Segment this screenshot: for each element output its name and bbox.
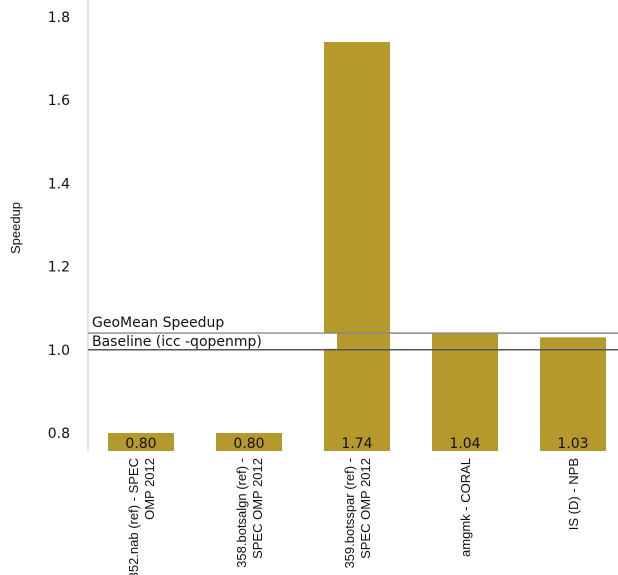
category-label: OMP 2012 <box>142 458 157 520</box>
category-label: SPEC OMP 2012 <box>250 458 265 559</box>
y-axis-ticks: 0.8 1.0 1.2 1.4 1.6 1.8 <box>48 10 70 442</box>
category-label: 359.botsspar (ref) - <box>342 458 357 569</box>
bar-value-label: 0.80 <box>233 436 264 452</box>
reference-lines: GeoMean Speedup Baseline (icc -qopenmp) <box>88 315 618 351</box>
bar-value-label: 1.74 <box>341 436 372 452</box>
bar <box>324 41 390 452</box>
category-label: 358.botsalgn (ref) - <box>234 458 249 568</box>
y-tick-label: 1.0 <box>48 343 70 359</box>
y-tick-label: 1.6 <box>48 93 70 109</box>
category-labels: 352.nab (ref) - SPEC OMP 2012 358.botsalgn… <box>126 458 581 575</box>
category-label: IS (D) - NPB <box>566 458 581 530</box>
category-label: 352.nab (ref) - SPEC <box>126 458 141 575</box>
baseline-line-label: Baseline (icc -qopenmp) <box>92 334 262 350</box>
y-tick-label: 0.8 <box>48 426 70 442</box>
y-tick-label: 1.2 <box>48 260 70 276</box>
y-axis-label: Speedup <box>8 202 23 254</box>
bar <box>108 433 174 451</box>
baseline-label-bg <box>89 333 337 349</box>
bars <box>108 41 606 452</box>
data-labels: 0.80 0.80 1.74 1.04 1.03 <box>125 436 588 452</box>
category-label: amgmk - CORAL <box>458 458 473 557</box>
category-label: SPEC OMP 2012 <box>358 458 373 559</box>
y-tick-label: 1.4 <box>48 176 70 192</box>
y-tick-label: 1.8 <box>48 10 70 26</box>
bar-value-label: 1.03 <box>557 436 588 452</box>
geomean-line-label: GeoMean Speedup <box>92 315 224 331</box>
bar <box>432 333 498 451</box>
bar <box>216 433 282 451</box>
bar <box>540 337 606 451</box>
bar-value-label: 1.04 <box>449 436 480 452</box>
bar-value-label: 0.80 <box>125 436 156 452</box>
